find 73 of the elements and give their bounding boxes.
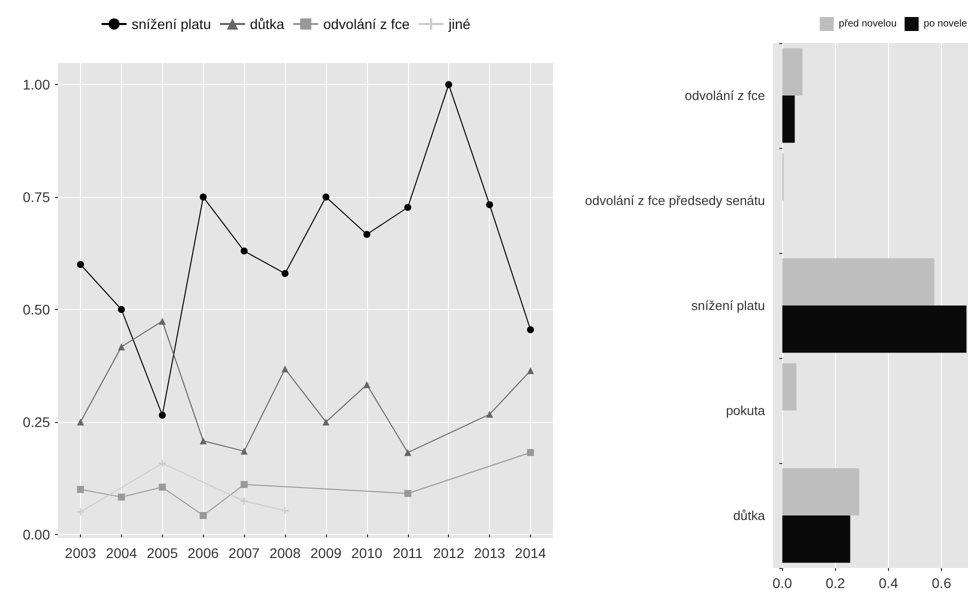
x-tick-label: 0.0 xyxy=(772,575,792,591)
point xyxy=(445,81,452,88)
point xyxy=(158,460,166,467)
bar xyxy=(782,306,966,353)
point xyxy=(363,381,370,388)
legend-label: po novele xyxy=(924,18,968,30)
legend-label: snížení platu xyxy=(132,16,211,32)
legend-label: jiné xyxy=(448,16,471,32)
x-tick-label: 2010 xyxy=(351,545,383,561)
legend-label: před novelou xyxy=(838,18,897,30)
x-tick-label: 2003 xyxy=(64,545,96,561)
point xyxy=(322,194,330,201)
point xyxy=(158,318,166,325)
x-tick-label: 2014 xyxy=(514,545,546,561)
point xyxy=(404,449,412,456)
point xyxy=(282,365,289,372)
legend-label: důtka xyxy=(250,16,284,32)
point xyxy=(77,486,84,493)
y-tick-label: odvolání z fce xyxy=(684,88,765,103)
bar xyxy=(782,363,796,410)
point xyxy=(200,194,207,201)
point xyxy=(77,261,84,268)
point xyxy=(240,248,248,255)
point xyxy=(322,418,330,426)
x-tick-label: 0.2 xyxy=(826,575,846,591)
point xyxy=(77,508,84,516)
point xyxy=(527,367,534,374)
x-tick-label: 2011 xyxy=(392,545,424,561)
point xyxy=(118,343,125,350)
point xyxy=(404,204,412,211)
point xyxy=(158,412,166,419)
y-tick-label: pokuta xyxy=(726,403,766,418)
point xyxy=(527,326,534,334)
bar xyxy=(782,468,860,516)
point xyxy=(200,512,207,520)
y-tick-label: 0.50 xyxy=(22,301,50,318)
legend-label: odvolání z fce xyxy=(323,16,410,32)
point xyxy=(118,494,125,501)
point xyxy=(77,418,84,426)
point xyxy=(486,410,494,418)
y-tick-label: 0.75 xyxy=(22,189,50,206)
bar xyxy=(782,516,850,563)
x-tick-label: 2012 xyxy=(433,545,464,561)
point xyxy=(363,230,370,238)
x-tick-label: 2013 xyxy=(474,545,506,561)
point xyxy=(240,480,248,488)
point xyxy=(404,490,412,497)
x-tick-label: 2006 xyxy=(188,545,220,561)
x-tick-label: 2008 xyxy=(269,545,301,561)
y-tick-label: 1.00 xyxy=(22,76,50,93)
point xyxy=(158,484,166,491)
point xyxy=(282,507,289,514)
y-tick-label: důtka xyxy=(733,508,766,523)
point xyxy=(282,270,289,278)
x-tick-label: 2004 xyxy=(106,545,138,561)
point xyxy=(200,437,207,444)
point xyxy=(118,306,125,313)
y-tick-label: odvolání z fce předsedy senátu xyxy=(585,193,765,208)
point xyxy=(527,449,534,456)
point xyxy=(240,498,248,505)
bar xyxy=(782,258,934,306)
x-tick-label: 2005 xyxy=(146,545,178,561)
point xyxy=(240,448,248,455)
bar xyxy=(782,96,795,143)
x-tick-label: 2009 xyxy=(310,545,342,561)
x-tick-label: 0.4 xyxy=(878,575,898,591)
y-tick-label: 0.00 xyxy=(22,526,50,542)
x-tick-label: 0.6 xyxy=(932,575,952,591)
y-tick-label: snížení platu xyxy=(691,298,765,313)
y-tick-label: 0.25 xyxy=(22,414,50,430)
x-tick-label: 2007 xyxy=(228,545,260,561)
bar xyxy=(782,48,802,96)
point xyxy=(486,201,494,208)
